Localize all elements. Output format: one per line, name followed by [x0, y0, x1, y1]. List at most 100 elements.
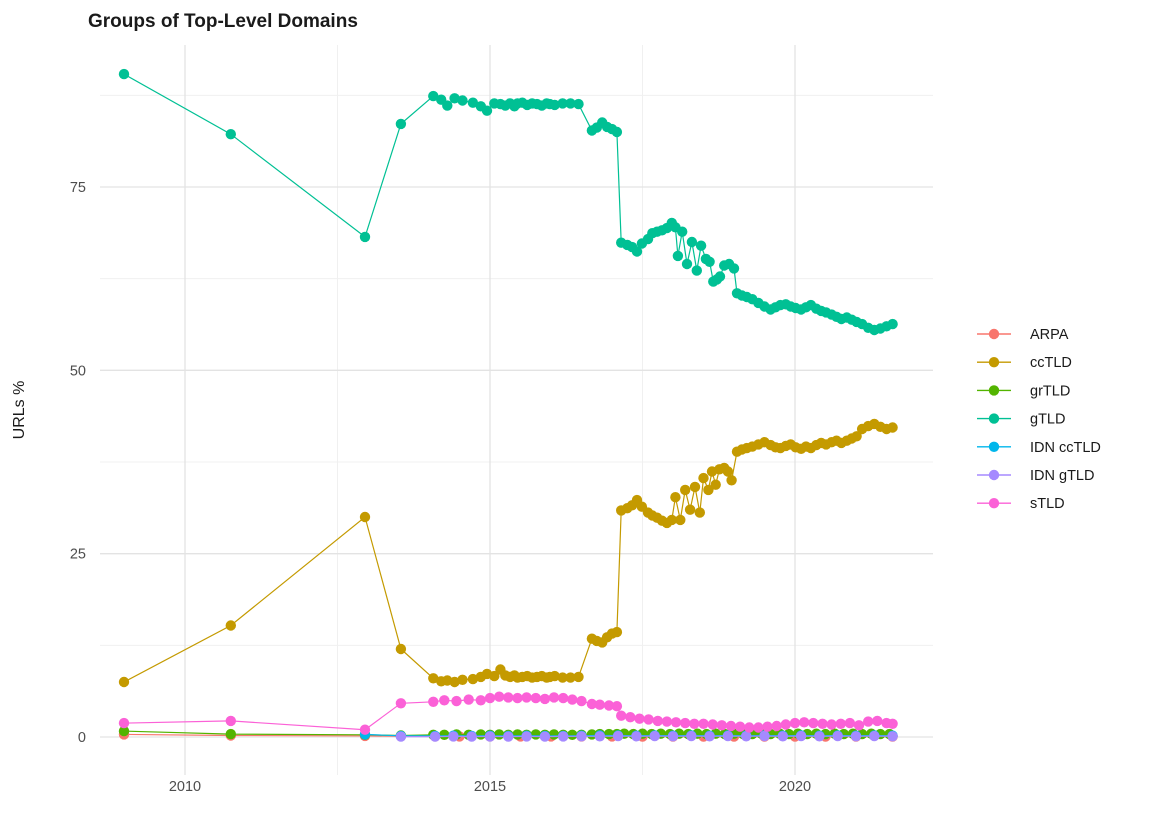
data-point — [489, 670, 500, 682]
data-point — [789, 717, 801, 729]
data-point — [722, 730, 734, 742]
data-point — [817, 718, 828, 729]
data-point — [567, 729, 578, 740]
y-tick-label: 50 — [70, 363, 86, 379]
legend-label: ARPA — [1030, 327, 1069, 343]
data-point — [808, 717, 819, 729]
data-point — [428, 673, 439, 684]
legend-key-point — [988, 385, 1000, 396]
legend-item-idn-gtld: IDN gTLD — [977, 468, 1094, 484]
data-point — [225, 728, 236, 740]
data-point — [887, 318, 898, 330]
data-series-layer — [118, 68, 898, 742]
data-point — [118, 725, 130, 737]
data-point — [835, 718, 846, 729]
series-gtld — [118, 68, 898, 336]
data-point — [359, 511, 371, 523]
data-point — [573, 98, 584, 110]
legend-key-point — [988, 413, 1000, 424]
data-point — [448, 731, 459, 742]
data-point — [439, 729, 450, 740]
data-point — [565, 98, 576, 109]
data-point — [753, 722, 764, 733]
data-point — [686, 730, 697, 742]
data-point — [661, 716, 673, 727]
series-stld — [118, 691, 898, 735]
data-point — [463, 694, 474, 705]
data-point — [576, 695, 587, 707]
data-point — [695, 240, 707, 251]
data-point — [631, 246, 643, 257]
series-cctld — [118, 418, 898, 688]
data-point — [484, 692, 496, 704]
data-point — [853, 720, 865, 731]
data-point — [887, 422, 898, 433]
series-line — [364, 733, 893, 737]
data-point — [680, 484, 691, 496]
data-point — [677, 226, 688, 237]
legend-label: grTLD — [1030, 383, 1070, 399]
data-point — [586, 698, 598, 710]
legend-key-point — [988, 469, 1000, 481]
legend-key-point — [988, 498, 1000, 509]
data-point — [503, 731, 514, 742]
x-tick-label: 2020 — [779, 779, 811, 795]
data-point — [643, 714, 654, 725]
data-point — [118, 676, 130, 688]
data-point — [467, 97, 479, 108]
data-point — [631, 731, 642, 742]
data-point — [844, 717, 856, 729]
y-tick-label: 0 — [78, 730, 86, 746]
data-point — [521, 731, 532, 742]
data-point — [429, 731, 441, 742]
data-point — [428, 696, 439, 707]
data-point — [565, 672, 576, 683]
data-point — [716, 720, 727, 731]
legend-label: IDN ccTLD — [1030, 440, 1101, 456]
data-point — [359, 724, 371, 735]
legend-item-arpa: ARPA — [977, 327, 1069, 343]
data-point — [675, 514, 686, 526]
data-point — [576, 731, 587, 742]
data-point — [722, 466, 734, 477]
data-point — [652, 715, 663, 727]
legend-item-gtld: gTLD — [977, 412, 1065, 428]
series-line — [123, 73, 893, 331]
data-point — [118, 717, 130, 729]
data-point — [451, 695, 462, 707]
data-point — [503, 692, 514, 703]
data-point — [494, 729, 505, 740]
data-point — [557, 672, 568, 683]
data-point — [686, 236, 698, 248]
data-point — [449, 93, 460, 104]
y-axis-title: URLs % — [11, 381, 28, 440]
data-point — [475, 695, 486, 706]
x-tick-label: 2010 — [169, 779, 201, 795]
data-point — [799, 717, 810, 728]
data-point — [771, 720, 782, 732]
data-point — [549, 99, 560, 111]
data-point — [850, 731, 862, 742]
data-point — [475, 729, 486, 740]
data-point — [512, 729, 523, 740]
data-point — [670, 717, 682, 728]
data-point — [887, 718, 898, 729]
data-point — [826, 719, 837, 730]
data-point — [530, 692, 541, 704]
data-point — [698, 718, 709, 729]
data-point — [567, 694, 578, 705]
data-point — [612, 730, 624, 742]
data-point — [681, 258, 693, 270]
data-point — [428, 90, 439, 102]
data-point — [539, 731, 551, 742]
data-point — [225, 715, 236, 727]
data-point — [494, 691, 505, 702]
y-tick-label: 25 — [70, 547, 86, 563]
grid-minor-lines — [100, 45, 933, 775]
series-line — [123, 423, 893, 683]
data-point — [359, 231, 371, 243]
data-point — [548, 729, 560, 740]
data-point — [395, 731, 407, 742]
